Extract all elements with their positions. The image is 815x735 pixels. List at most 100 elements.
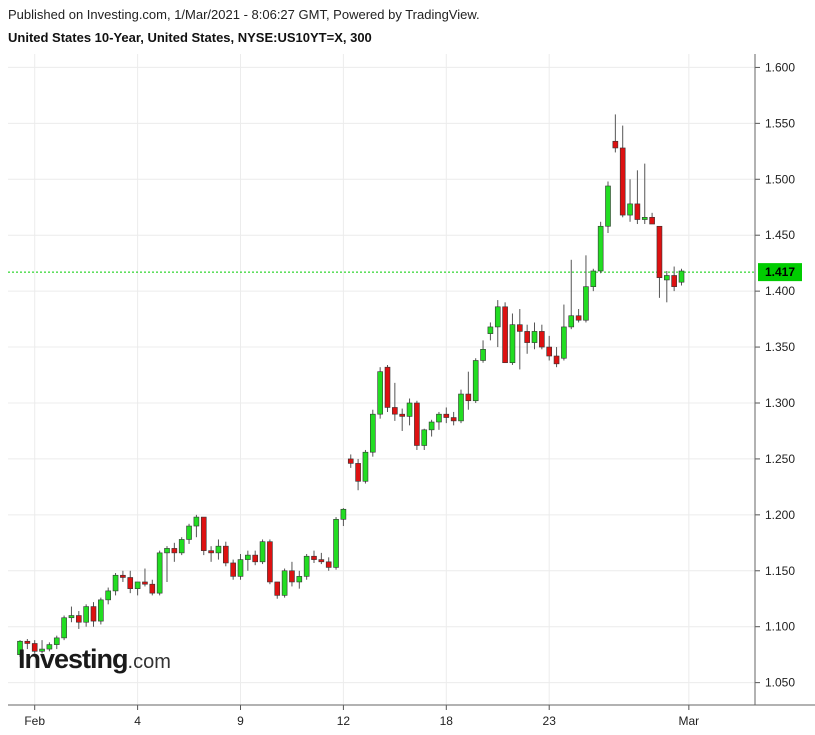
candle-body (17, 640, 23, 655)
candle-body (289, 570, 295, 583)
y-tick-label: 1.300 (765, 396, 795, 410)
candle-body (281, 570, 288, 596)
candle-body (671, 275, 677, 287)
candle-body (171, 548, 178, 554)
candle-body (164, 548, 170, 554)
published-caption: Published on Investing.com, 1/Mar/2021 -… (8, 7, 480, 22)
x-tick-label: Mar (679, 714, 700, 728)
x-tick-label: 12 (337, 714, 351, 728)
candle-body (634, 203, 641, 220)
candle-body (421, 429, 428, 446)
candle-body (458, 393, 464, 422)
candle-body (259, 541, 266, 563)
candle-body (39, 648, 45, 652)
candle-body (561, 326, 567, 359)
candle-body (509, 324, 516, 364)
candle-body (76, 615, 82, 623)
candle-body (296, 576, 303, 583)
candle-body (142, 581, 148, 585)
y-tick-label: 1.350 (765, 340, 795, 354)
candle-body (83, 606, 89, 623)
candle-body (678, 270, 685, 283)
candle-body (590, 270, 597, 287)
candle-body (355, 463, 361, 482)
candle-body (619, 147, 626, 216)
candle-body (267, 541, 273, 583)
candle-body (274, 581, 281, 596)
candle-body (223, 545, 229, 564)
candle-body (24, 640, 31, 644)
x-tick-label: Feb (24, 714, 45, 728)
candle-body (480, 348, 486, 361)
candle-body (245, 554, 251, 560)
candle-body (502, 306, 508, 364)
candle-body (369, 413, 376, 453)
y-tick-label: 1.600 (765, 60, 795, 74)
candle-body (303, 555, 310, 577)
candle-body (568, 315, 575, 328)
candle-body (347, 458, 354, 464)
candle-body (399, 413, 406, 417)
candle-body (575, 315, 582, 321)
candle-body (230, 562, 236, 577)
candle-body (90, 606, 97, 622)
y-tick-label: 1.150 (765, 564, 795, 578)
candle-body (215, 545, 222, 554)
chart-title: United States 10-Year, United States, NY… (8, 30, 372, 45)
x-tick-label: 18 (440, 714, 454, 728)
candle-body (487, 326, 494, 334)
candle-body (627, 203, 633, 216)
y-tick-label: 1.550 (765, 116, 795, 130)
candle-body (428, 421, 435, 431)
candle-body (649, 217, 655, 225)
candle-body (539, 331, 545, 348)
last-price-tag (758, 263, 802, 282)
y-tick-label: 1.400 (765, 284, 795, 298)
candle-body (524, 331, 530, 343)
candle-body (340, 508, 347, 520)
candle-body (178, 539, 185, 554)
x-tick-label: 23 (543, 714, 557, 728)
candle-body (318, 559, 325, 563)
candle-body (377, 371, 383, 415)
candle-body (656, 225, 663, 279)
candle-body (237, 559, 244, 577)
candle-body (134, 581, 141, 589)
candle-body (443, 413, 450, 418)
candle-body (112, 574, 119, 592)
candle-body (46, 644, 53, 650)
candle-body (333, 519, 339, 568)
candle-body (127, 577, 134, 589)
y-tick-label: 1.100 (765, 620, 795, 634)
candle-body (186, 525, 192, 540)
candle-body (362, 451, 369, 482)
candle-body (494, 306, 501, 328)
candle-body (450, 417, 457, 422)
candle-body (156, 552, 163, 594)
candle-body (465, 393, 472, 402)
candle-body (200, 516, 207, 551)
y-tick-label: 1.050 (765, 676, 795, 690)
candle-body (605, 185, 611, 227)
candle-body (392, 407, 398, 415)
candle-body (311, 555, 317, 560)
y-tick-label: 1.500 (765, 172, 795, 186)
candle-body (436, 413, 442, 423)
candle-body (546, 346, 553, 357)
candle-body (208, 550, 214, 554)
candle-body (406, 402, 413, 417)
candle-body (120, 574, 126, 578)
candle-body (641, 217, 648, 220)
candle-body (98, 599, 104, 622)
candle-body (53, 637, 60, 645)
y-tick-label: 1.450 (765, 228, 795, 242)
candle-body (583, 286, 589, 321)
candle-body (597, 225, 604, 272)
x-tick-label: 4 (134, 714, 141, 728)
candle-body (105, 590, 111, 601)
y-tick-label: 1.200 (765, 508, 795, 522)
candle-body (612, 140, 619, 149)
candle-body (663, 275, 670, 281)
investing-logo: Investing.com (18, 644, 171, 674)
